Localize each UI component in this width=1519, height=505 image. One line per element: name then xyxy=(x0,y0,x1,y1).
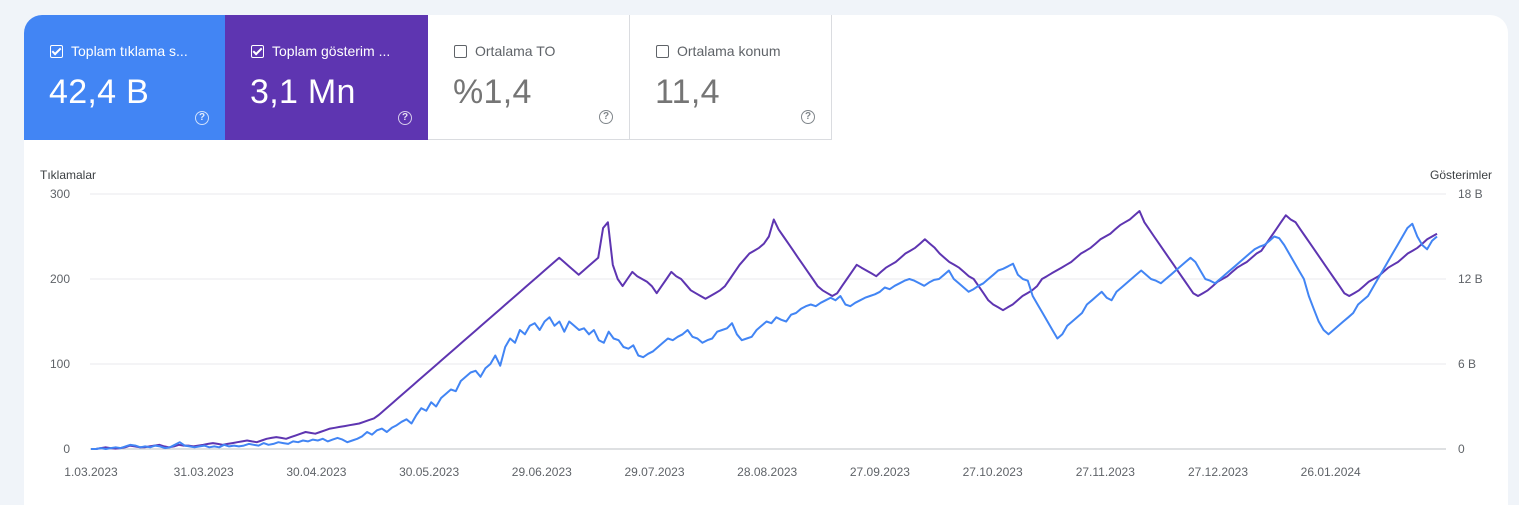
impressions-series-line xyxy=(91,210,1438,450)
y-left-tick-label: 300 xyxy=(50,187,70,201)
tile-header: Toplam gösterim ... xyxy=(251,43,390,59)
x-tick-label: 28.08.2023 xyxy=(737,465,797,479)
x-tick-label: 27.11.2023 xyxy=(1076,465,1135,479)
x-tick-label: 27.10.2023 xyxy=(963,465,1023,479)
tile-total-impressions[interactable]: Toplam gösterim ... 3,1 Mn ? xyxy=(225,15,428,140)
tile-value: 3,1 Mn xyxy=(250,73,356,111)
metric-tiles: Toplam tıklama s... 42,4 B ? Toplam göst… xyxy=(24,15,832,140)
tile-average-position[interactable]: Ortalama konum 11,4 ? xyxy=(630,15,832,140)
tile-value: 42,4 B xyxy=(49,73,150,111)
clicks-series-line xyxy=(91,222,1438,450)
help-icon[interactable]: ? xyxy=(599,110,613,124)
x-tick-label: 1.03.2023 xyxy=(64,465,118,479)
x-tick-label: 30.05.2023 xyxy=(399,465,459,479)
help-icon[interactable]: ? xyxy=(801,110,815,124)
tile-header: Ortalama TO xyxy=(454,43,555,59)
y-left-tick-label: 0 xyxy=(63,442,70,456)
y-right-tick-label: 6 B xyxy=(1458,357,1476,371)
tile-label: Ortalama konum xyxy=(677,43,781,59)
x-tick-label: 31.03.2023 xyxy=(174,465,234,479)
checkbox-checked-icon[interactable] xyxy=(251,44,264,58)
y-left-axis-title: Tıklamalar xyxy=(40,168,96,182)
x-tick-label: 29.06.2023 xyxy=(512,465,572,479)
checkbox-unchecked-icon[interactable] xyxy=(454,44,467,58)
checkbox-checked-icon[interactable] xyxy=(50,44,63,58)
tile-label: Toplam tıklama s... xyxy=(71,43,188,59)
tile-total-clicks[interactable]: Toplam tıklama s... 42,4 B ? xyxy=(24,15,225,140)
x-axis-ticks: 1.03.2023 31.03.2023 30.04.2023 30.05.2023 2… xyxy=(64,465,1361,479)
x-tick-label: 29.07.2023 xyxy=(624,465,684,479)
tile-label: Toplam gösterim ... xyxy=(272,43,391,59)
help-icon[interactable]: ? xyxy=(195,111,209,125)
tile-value: %1,4 xyxy=(453,73,532,111)
y-right-axis-title: Gösterimler xyxy=(1430,168,1492,182)
x-tick-label: 27.09.2023 xyxy=(850,465,910,479)
y-left-tick-label: 200 xyxy=(50,272,70,286)
series-lines xyxy=(91,210,1438,450)
tile-label: Ortalama TO xyxy=(475,43,556,59)
tile-header: Ortalama konum xyxy=(656,43,780,59)
y-right-ticks: 18 B 12 B 6 B 0 xyxy=(1458,187,1483,456)
y-right-tick-label: 18 B xyxy=(1458,187,1483,201)
x-tick-label: 27.12.2023 xyxy=(1188,465,1248,479)
y-right-tick-label: 0 xyxy=(1458,442,1465,456)
help-icon[interactable]: ? xyxy=(398,111,412,125)
performance-card: Toplam tıklama s... 42,4 B ? Toplam göst… xyxy=(24,15,1508,505)
tile-average-ctr[interactable]: Ortalama TO %1,4 ? xyxy=(428,15,630,140)
checkbox-unchecked-icon[interactable] xyxy=(656,44,669,58)
y-left-tick-label: 100 xyxy=(50,357,70,371)
x-tick-label: 30.04.2023 xyxy=(286,465,346,479)
x-tick-label: 26.01.2024 xyxy=(1301,465,1361,479)
y-right-tick-label: 12 B xyxy=(1458,272,1483,286)
tile-header: Toplam tıklama s... xyxy=(50,43,188,59)
performance-chart[interactable]: Tıklamalar Gösterimler 300 200 100 0 18 B 12… xyxy=(24,15,1508,490)
y-left-ticks: 300 200 100 0 xyxy=(50,187,70,456)
tile-value: 11,4 xyxy=(655,73,720,111)
